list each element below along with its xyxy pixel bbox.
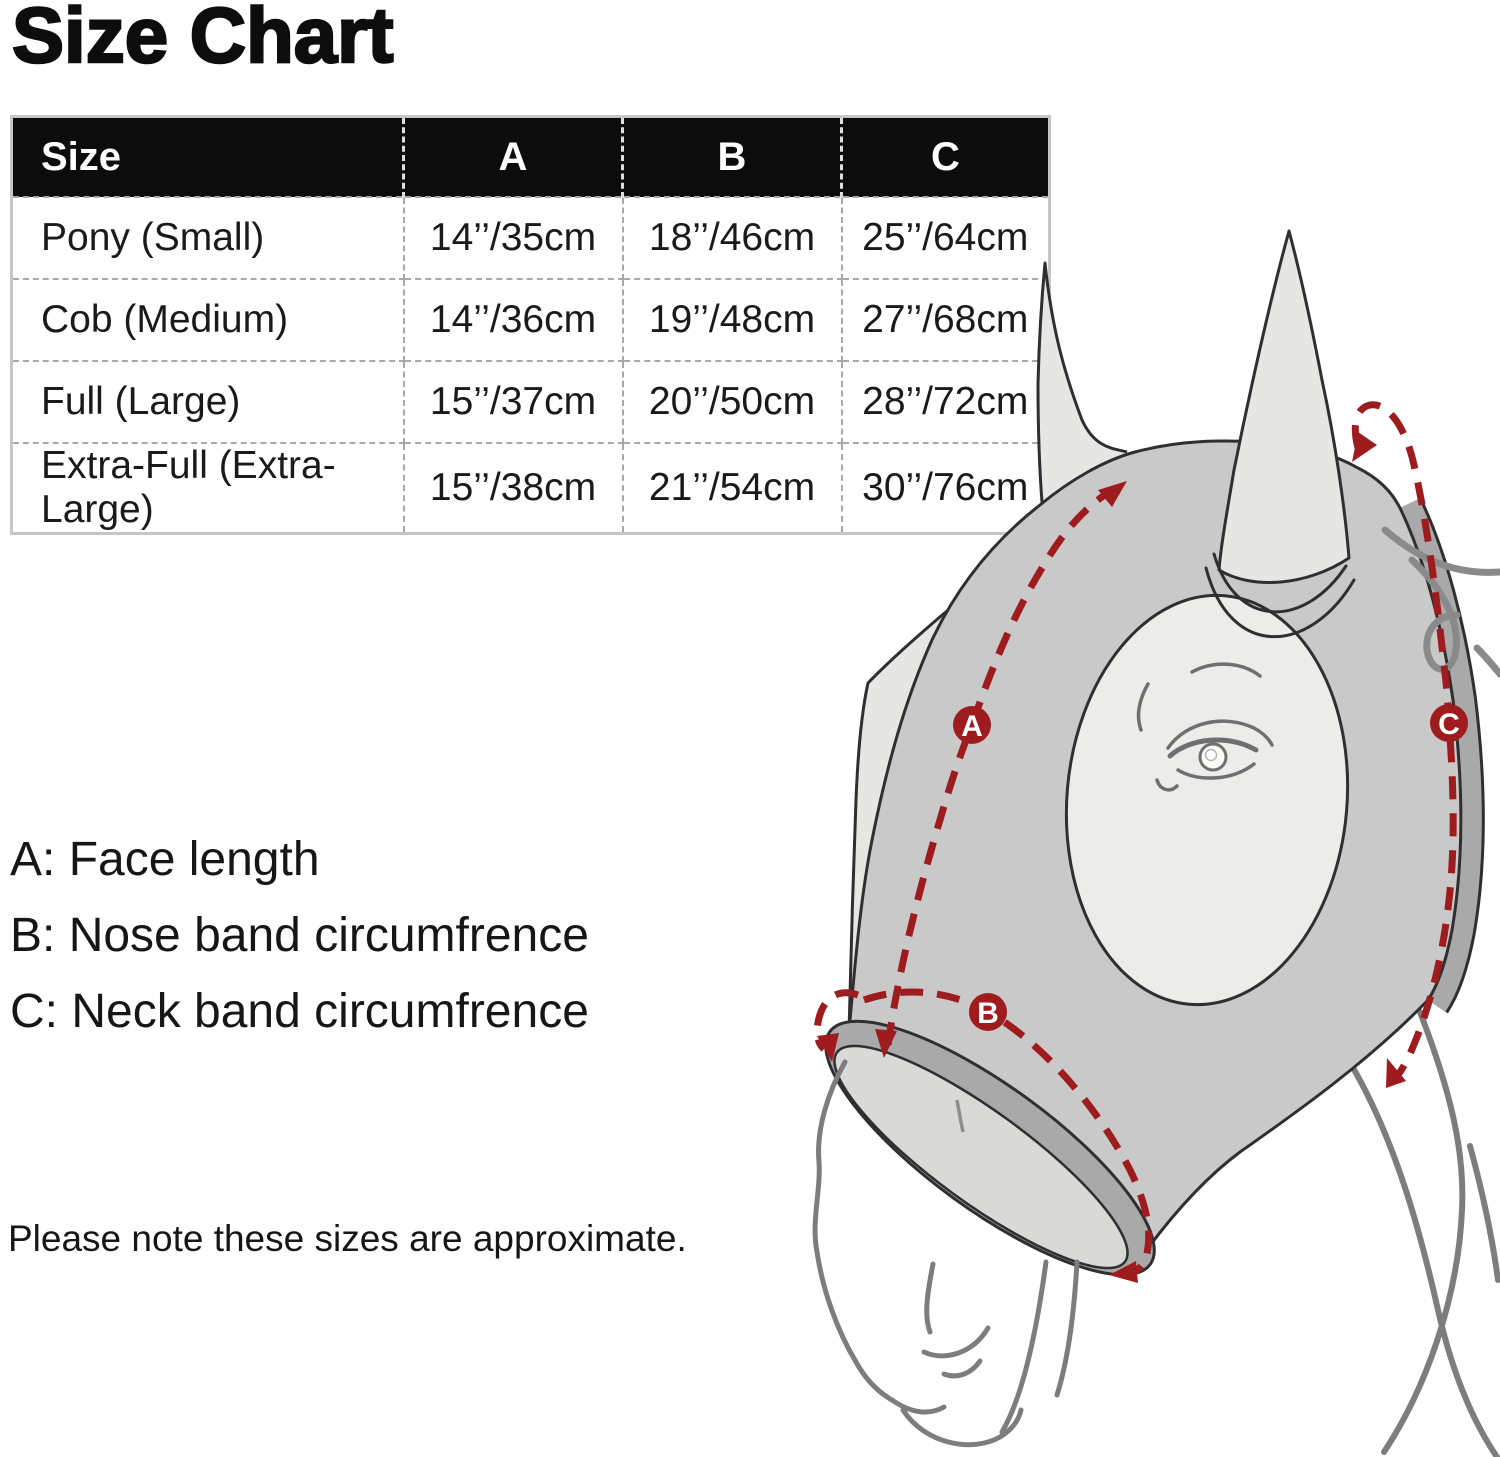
badge-b-circle xyxy=(969,993,1007,1031)
value-cell-c: 28’’/72cm xyxy=(840,360,1051,444)
fly-mask-body xyxy=(847,439,1463,1250)
pupil-highlight xyxy=(1204,748,1218,762)
table-header-a: A xyxy=(402,116,623,197)
arrowhead xyxy=(817,1033,839,1062)
neck-band xyxy=(1378,497,1485,1014)
legend-line-a: A: Face length xyxy=(10,833,320,886)
size-label-cell: Cob (Medium) xyxy=(10,278,405,362)
mane-stroke xyxy=(1381,526,1500,576)
measure-c-line xyxy=(1351,401,1457,1084)
table-row: Full (Large) 15’’/37cm 20’’/50cm 28’’/72… xyxy=(10,360,1051,444)
value-cell-c: 27’’/68cm xyxy=(840,278,1051,362)
measurement-legend: A: Face length B: Nose band circumfrence… xyxy=(10,822,589,1050)
arrowhead xyxy=(1098,481,1127,507)
nose-band-rim xyxy=(824,1019,1156,1277)
mane-stroke xyxy=(1473,644,1500,678)
badge-c-label: C xyxy=(1438,708,1460,741)
eye-hole xyxy=(1064,593,1350,1007)
lower-eyelid xyxy=(1176,762,1256,780)
badge-a-circle xyxy=(953,706,991,744)
table-row: Extra-Full (Extra-Large) 15’’/38cm 21’’/… xyxy=(10,442,1051,535)
arrowhead xyxy=(875,1029,897,1058)
table-header-size: Size xyxy=(11,116,404,197)
neck-line xyxy=(1349,1063,1500,1457)
measure-a-line xyxy=(884,491,1109,1046)
nose-profile-line xyxy=(812,1059,895,1403)
under-eye-mark xyxy=(1155,778,1179,792)
jaw-line xyxy=(1054,1259,1080,1398)
size-label-cell: Pony (Small) xyxy=(10,196,405,280)
measure-b-line xyxy=(862,988,1153,1276)
value-cell-a: 15’’/37cm xyxy=(402,360,624,444)
neck-line xyxy=(1467,1143,1500,1283)
ear-rim-outer xyxy=(1204,566,1356,639)
table-header-c: C xyxy=(840,116,1050,197)
nostril-curve xyxy=(921,1325,991,1359)
table-header-b: B xyxy=(621,116,842,197)
value-cell-b: 18’’/46cm xyxy=(621,196,843,280)
jaw-line xyxy=(999,1259,1049,1435)
legend-line-b: B: Nose band circumfrence xyxy=(10,909,589,962)
neck-line xyxy=(1381,1009,1466,1455)
page-title: Size Chart xyxy=(11,0,395,80)
value-cell-b: 20’’/50cm xyxy=(621,360,843,444)
table-row: Pony (Small) 14’’/35cm 18’’/46cm 25’’/64… xyxy=(10,196,1051,280)
arrowhead xyxy=(1386,1058,1406,1088)
eyebrow-line xyxy=(1190,662,1262,678)
upper-lash xyxy=(1167,737,1259,759)
arrowhead xyxy=(1352,432,1377,462)
upper-lip-line xyxy=(889,1397,947,1415)
legend-line-c: C: Neck band circumfrence xyxy=(10,985,589,1038)
nose-band-opening xyxy=(833,1044,1129,1270)
chin-line xyxy=(900,1407,1024,1448)
measure-b-loop xyxy=(813,989,860,1052)
right-ear xyxy=(1217,229,1351,584)
upper-eyelid xyxy=(1166,719,1274,750)
badge-a-label: A xyxy=(961,710,983,743)
value-cell-b: 21’’/54cm xyxy=(621,442,843,535)
badge-c-circle xyxy=(1430,704,1468,742)
eye-sketch xyxy=(1136,662,1274,792)
value-cell-a: 14’’/35cm xyxy=(402,196,624,280)
size-label-cell: Extra-Full (Extra-Large) xyxy=(10,442,405,535)
nostril-line xyxy=(924,1261,936,1335)
table-header-row: Size A B C xyxy=(11,116,1050,197)
nostril-curve xyxy=(941,1358,983,1379)
arrowhead xyxy=(1109,1261,1138,1283)
ear-hole-rim xyxy=(1204,552,1356,639)
value-cell-a: 15’’/38cm xyxy=(402,442,624,535)
muzzle-sketch xyxy=(812,1059,1080,1448)
value-cell-c: 25’’/64cm xyxy=(840,196,1051,280)
temple-line xyxy=(1136,682,1150,732)
neck-band-fill xyxy=(1381,498,1482,1012)
neck-band-outline xyxy=(1378,497,1485,1014)
value-cell-b: 19’’/48cm xyxy=(621,278,843,362)
neck-sketch-lines xyxy=(1349,1009,1500,1457)
mane-curl xyxy=(1408,556,1461,673)
value-cell-c: 30’’/76cm xyxy=(840,442,1051,535)
mane-curls xyxy=(1381,526,1500,678)
opening-seam xyxy=(955,1099,965,1133)
size-table: Size A B C Pony (Small) 14’’/35cm 18’’/4… xyxy=(10,115,1051,535)
table-row: Cob (Medium) 14’’/36cm 19’’/48cm 27’’/68… xyxy=(10,278,1051,362)
ear-rim-inner xyxy=(1212,552,1348,614)
measurement-annotations: A B C xyxy=(813,401,1468,1283)
iris xyxy=(1198,742,1228,772)
size-label-cell: Full (Large) xyxy=(10,360,405,444)
badge-b-label: B xyxy=(977,997,999,1030)
approximate-note: Please note these sizes are approximate. xyxy=(8,1218,687,1259)
value-cell-a: 14’’/36cm xyxy=(402,278,624,362)
